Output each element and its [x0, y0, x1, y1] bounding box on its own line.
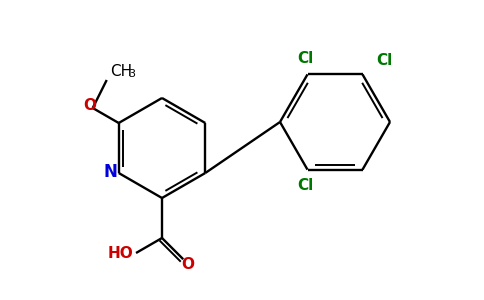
Text: Cl: Cl	[377, 53, 393, 68]
Text: Cl: Cl	[297, 51, 314, 66]
Text: N: N	[104, 163, 118, 181]
Text: 3: 3	[128, 69, 135, 79]
Text: O: O	[182, 257, 195, 272]
Text: O: O	[83, 98, 96, 113]
Text: CH: CH	[110, 64, 132, 79]
Text: HO: HO	[107, 245, 133, 260]
Text: Cl: Cl	[297, 178, 314, 193]
